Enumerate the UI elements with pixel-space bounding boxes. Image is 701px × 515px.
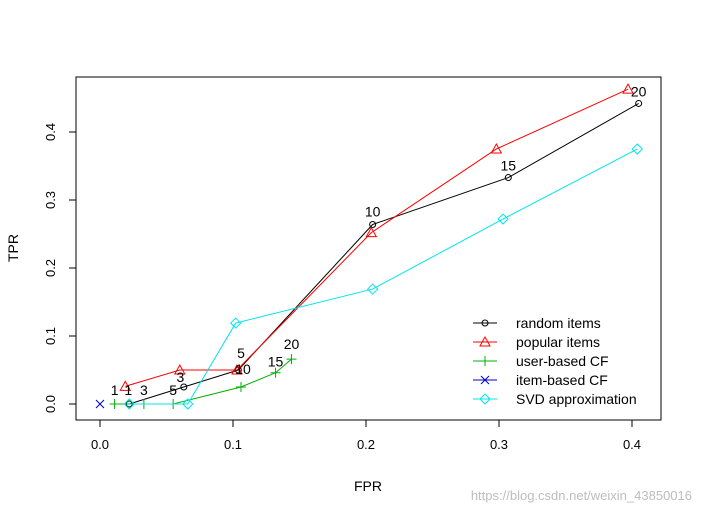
- point-label: 3: [140, 382, 148, 398]
- x-tick-label: 0.0: [91, 437, 109, 452]
- point-label: 15: [268, 354, 284, 370]
- y-tick-label: 0.1: [43, 327, 58, 345]
- y-tick-label: 0.2: [43, 259, 58, 277]
- x-tick-label: 0.1: [224, 437, 242, 452]
- legend-label-random-items: random items: [516, 315, 601, 331]
- legend-label-item-based-cf: item-based CF: [516, 372, 608, 388]
- data-point-user-based-cf: [286, 354, 297, 365]
- point-label: 1: [111, 382, 119, 398]
- legend: random items popular items user-based CF it…: [473, 315, 637, 407]
- point-label: 3: [177, 369, 185, 385]
- data-point-svd-approximation: [229, 317, 242, 329]
- data-point-item-based-cf: [95, 399, 105, 409]
- legend-label-svd-approximation: SVD approximation: [516, 391, 637, 407]
- legend-marker-popular-items: [479, 335, 491, 347]
- point-label: 10: [235, 361, 251, 377]
- y-axis-title: TPR: [5, 234, 21, 262]
- point-label: 20: [631, 83, 647, 99]
- series-line-popular-items: [125, 88, 629, 387]
- series-line-svd-approximation: [129, 148, 638, 405]
- data-point-svd-approximation: [497, 213, 509, 225]
- data-point-random-items: [180, 383, 188, 391]
- x-tick-label: 0.4: [623, 437, 641, 452]
- data-point-user-based-cf: [235, 382, 246, 392]
- y-axis: 0.0 0.1 0.2 0.3 0.4: [43, 123, 77, 413]
- series-item-based-cf: [95, 399, 105, 409]
- point-label: 5: [169, 382, 177, 398]
- legend-marker-svd-approximation: [479, 393, 491, 405]
- legend-marker-item-based-cf: [480, 375, 490, 385]
- data-point-random-items: [635, 99, 643, 107]
- x-axis: 0.0 0.1 0.2 0.3 0.4: [91, 419, 641, 452]
- series-line-random-items: [129, 103, 639, 405]
- x-tick-label: 0.3: [490, 437, 508, 452]
- x-tick-label: 0.2: [357, 437, 375, 452]
- data-point-random-items: [504, 174, 512, 182]
- legend-marker-user-based-cf: [480, 356, 490, 366]
- data-point-svd-approximation: [182, 398, 194, 410]
- point-label: 20: [284, 336, 300, 352]
- data-point-random-items: [369, 220, 377, 228]
- series-layer: [95, 83, 644, 410]
- data-point-user-based-cf: [270, 367, 281, 378]
- legend-label-popular-items: popular items: [516, 334, 600, 350]
- data-point-popular-items: [622, 83, 634, 94]
- data-point-popular-items: [231, 363, 243, 375]
- data-point-user-based-cf: [109, 399, 120, 409]
- legend-marker-random-items: [481, 319, 489, 327]
- x-axis-title: FPR: [354, 478, 382, 494]
- data-point-popular-items: [119, 380, 132, 391]
- point-label: 5: [237, 345, 245, 361]
- watermark: https://blog.csdn.net/weixin_43850016: [471, 488, 692, 503]
- data-point-popular-items: [365, 226, 378, 238]
- series-svd-approximation: [123, 143, 644, 410]
- data-point-svd-approximation: [123, 398, 135, 410]
- y-tick-label: 0.4: [43, 123, 58, 141]
- point-label: 1: [124, 382, 132, 398]
- data-point-svd-approximation: [631, 143, 644, 155]
- data-point-svd-approximation: [366, 283, 379, 295]
- series-popular-items: [119, 83, 634, 391]
- y-tick-label: 0.0: [43, 395, 58, 413]
- data-point-popular-items: [173, 363, 186, 375]
- data-point-popular-items: [490, 142, 503, 154]
- y-tick-label: 0.3: [43, 191, 58, 209]
- series-random-items: [125, 99, 643, 408]
- point-label: 15: [501, 158, 517, 174]
- legend-label-user-based-cf: user-based CF: [516, 353, 609, 369]
- point-label: 10: [365, 203, 381, 219]
